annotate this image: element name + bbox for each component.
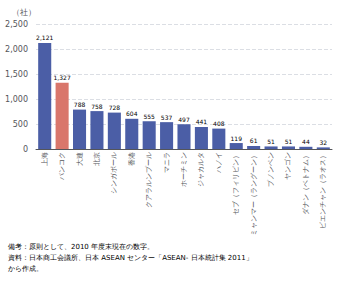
- svg-text:119: 119: [231, 135, 243, 142]
- svg-text:441: 441: [196, 118, 208, 125]
- svg-text:ハノイ: ハノイ: [215, 152, 223, 174]
- svg-text:537: 537: [161, 114, 173, 121]
- svg-text:バンコク: バンコク: [58, 152, 66, 181]
- svg-text:備考：原則として、2010 年度末現在の数字。: 備考：原則として、2010 年度末現在の数字。: [8, 243, 154, 251]
- svg-text:1,327: 1,327: [54, 74, 71, 81]
- svg-text:497: 497: [178, 116, 190, 123]
- svg-text:ジャカルタ: ジャカルタ: [197, 152, 205, 187]
- svg-text:500: 500: [13, 120, 28, 129]
- svg-text:ミャンマー（ラングーン）: ミャンマー（ラングーン）: [250, 152, 258, 236]
- svg-text:2,000: 2,000: [5, 45, 28, 54]
- svg-text:758: 758: [91, 103, 103, 110]
- svg-text:604: 604: [126, 110, 138, 117]
- svg-text:香港: 香港: [128, 152, 136, 166]
- svg-text:1,500: 1,500: [5, 70, 28, 79]
- svg-text:上海: 上海: [41, 152, 49, 166]
- svg-text:32: 32: [319, 139, 327, 146]
- svg-text:2,500: 2,500: [5, 20, 28, 29]
- svg-text:51: 51: [267, 138, 275, 145]
- svg-text:ビエンチャン（ラオス）: ビエンチャン（ラオス）: [319, 152, 327, 229]
- svg-text:788: 788: [74, 101, 86, 108]
- svg-text:0: 0: [23, 145, 28, 154]
- svg-text:44: 44: [302, 138, 310, 145]
- svg-text:北京: 北京: [93, 152, 101, 166]
- svg-text:マニラ: マニラ: [163, 152, 171, 173]
- svg-text:61: 61: [250, 137, 258, 144]
- svg-text:555: 555: [143, 113, 155, 120]
- svg-text:大連: 大連: [76, 152, 84, 166]
- svg-text:1,000: 1,000: [5, 95, 28, 104]
- svg-text:728: 728: [109, 104, 121, 111]
- svg-text:51: 51: [285, 138, 293, 145]
- svg-text:プノンペン: プノンペン: [267, 152, 275, 187]
- svg-text:セブ（フィリピン）: セブ（フィリピン）: [232, 152, 240, 215]
- svg-text:資料：日本商工会議所、日本 ASEAN センター「ASEAN: 資料：日本商工会議所、日本 ASEAN センター「ASEAN- 日本統計集 20…: [8, 254, 253, 262]
- svg-text:クアラルンプール: クアラルンプール: [145, 152, 153, 208]
- svg-text:ヤンゴン: ヤンゴン: [284, 152, 292, 180]
- svg-text:から作成。: から作成。: [8, 265, 43, 273]
- svg-text:2,121: 2,121: [36, 34, 53, 41]
- svg-text:408: 408: [213, 120, 225, 127]
- svg-text:ホーチミン: ホーチミン: [180, 152, 188, 187]
- svg-text:シンガポール: シンガポール: [110, 152, 118, 194]
- svg-text:（社）: （社）: [12, 8, 36, 17]
- svg-text:ダナン（ベトナム）: ダナン（ベトナム）: [302, 152, 310, 215]
